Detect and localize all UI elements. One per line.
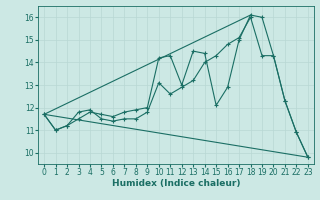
X-axis label: Humidex (Indice chaleur): Humidex (Indice chaleur) [112,179,240,188]
